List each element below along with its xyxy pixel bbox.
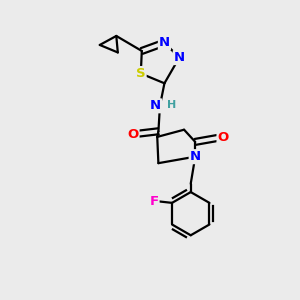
Text: S: S xyxy=(136,67,146,80)
Text: F: F xyxy=(149,195,159,208)
Text: N: N xyxy=(159,36,170,49)
Text: N: N xyxy=(150,99,161,112)
Text: O: O xyxy=(218,131,229,144)
Text: N: N xyxy=(190,150,201,163)
Text: H: H xyxy=(167,100,176,110)
Text: O: O xyxy=(127,128,139,141)
Text: N: N xyxy=(174,51,185,64)
